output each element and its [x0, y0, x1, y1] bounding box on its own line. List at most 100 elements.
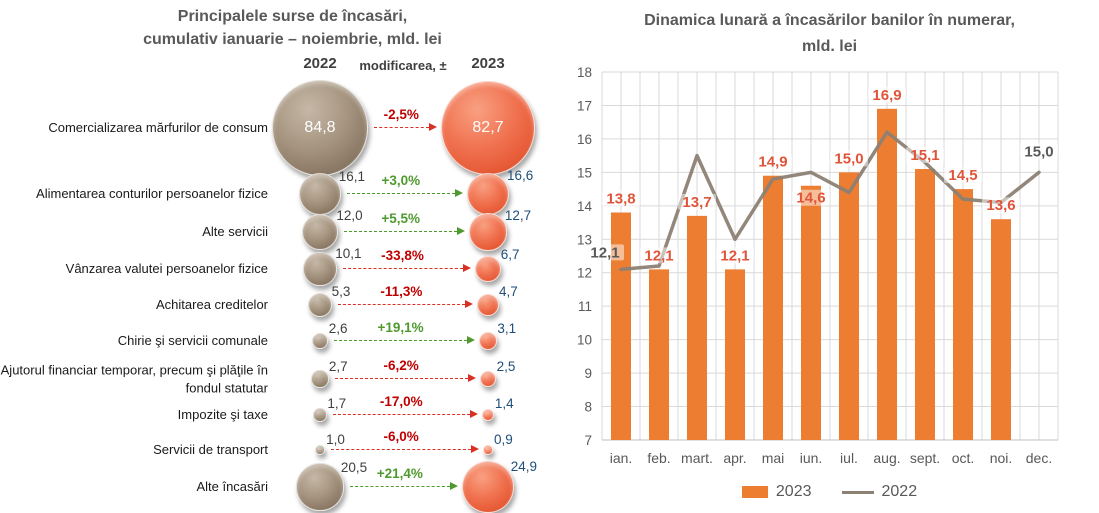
value-2022: 5,3 — [331, 283, 351, 299]
change-arrow — [342, 268, 463, 269]
change-percent: +21,4% — [376, 466, 423, 481]
x-tick-label: iul. — [840, 450, 858, 466]
left-panel-title-line2: cumulativ ianuarie – noiembrie, mld. lei — [143, 31, 442, 48]
change-arrow — [337, 304, 465, 305]
bar-label-bg — [830, 150, 868, 167]
change-percent: +5,5% — [381, 211, 421, 226]
change-arrow-head — [467, 374, 476, 382]
chart-title-line2: mld. lei — [801, 38, 858, 55]
source-row-label: Ajutorul financiar temporar, precum şi p… — [0, 362, 268, 395]
bar-2023 — [877, 108, 897, 441]
bar-label: 15,0 — [834, 150, 863, 167]
change-arrow — [373, 127, 429, 128]
bubble-2022 — [299, 173, 341, 215]
bubble-2023: 82,7 — [440, 80, 536, 176]
change-arrow — [344, 231, 458, 232]
bar-2023 — [991, 219, 1011, 440]
y-tick-label: 12 — [577, 266, 592, 281]
bubble-2023 — [481, 408, 495, 422]
bar-label-bg — [716, 247, 754, 264]
y-tick-label: 11 — [578, 299, 592, 314]
y-tick-label: 13 — [577, 232, 592, 247]
bar-label: 15,1 — [910, 147, 939, 164]
value-2023: 12,7 — [504, 207, 532, 223]
bar-label: 12,1 — [644, 247, 673, 264]
source-row-label: Achitarea creditelor — [156, 297, 268, 313]
source-row-label: Alte încasări — [196, 479, 268, 495]
change-arrow — [332, 414, 470, 415]
x-tick-label: mai — [762, 450, 785, 466]
source-row-label: Alimentarea conturilor persoanelor fizic… — [36, 186, 268, 202]
column-header-2023: 2023 — [471, 55, 505, 72]
y-tick-label: 16 — [577, 132, 592, 147]
legend-swatch-2022 — [841, 490, 874, 494]
x-tick-label: dec. — [1026, 450, 1052, 466]
change-arrow — [334, 378, 468, 379]
chart-legend: 2023 2022 — [560, 483, 1099, 501]
source-row-label: Alte servicii — [202, 224, 268, 240]
y-tick-label: 17 — [577, 98, 592, 113]
bubble-2022: 84,8 — [272, 80, 368, 176]
value-2023: 82,7 — [472, 118, 504, 136]
change-percent: +3,0% — [381, 173, 421, 188]
x-tick-label: iun. — [800, 450, 823, 466]
change-arrow-head — [428, 123, 437, 131]
legend-label-2022: 2022 — [881, 483, 918, 500]
bar-label: 13,6 — [986, 197, 1015, 214]
bar-2023 — [801, 185, 821, 440]
change-arrow-head — [466, 336, 475, 344]
bar-label-bg — [602, 190, 640, 207]
bubble-2023 — [483, 445, 493, 455]
y-tick-label: 9 — [584, 366, 592, 381]
chart-svg: 7 8 9 10 11 12 13 14 15 16 17 18 13,8 12,1 13,7 12,1 14,… — [577, 65, 1059, 466]
value-2023: 1,4 — [494, 396, 514, 412]
bubble-2022 — [311, 332, 329, 350]
column-header-2022: 2022 — [303, 55, 337, 72]
change-arrow-head — [457, 227, 466, 235]
bubble-2023 — [476, 293, 500, 317]
change-percent: +19,1% — [377, 320, 424, 335]
change-percent: -6,2% — [383, 358, 419, 373]
bar-2023 — [725, 269, 745, 440]
monthly-chart-panel: Dinamica lunară a încasărilor banilor în… — [560, 0, 1099, 513]
bubble-2022 — [301, 213, 338, 250]
legend-label-2023: 2023 — [775, 483, 812, 500]
bar-label-bg — [944, 167, 982, 184]
bar-label: 13,7 — [682, 194, 711, 211]
bar-label-bg — [792, 189, 830, 206]
bar-label-bg — [982, 197, 1020, 214]
bar-label: 13,8 — [606, 191, 635, 208]
value-2022: 12,0 — [336, 207, 363, 223]
change-arrow-head — [454, 189, 463, 197]
change-percent: -2,5% — [383, 107, 419, 122]
value-2023: 6,7 — [500, 246, 520, 262]
value-2023: 16,6 — [506, 168, 534, 184]
line-label: 12,1 — [590, 244, 619, 261]
bubble-2023 — [474, 255, 502, 283]
value-2023: 24,9 — [510, 459, 538, 475]
bar-label: 14,9 — [758, 154, 787, 171]
change-percent: -6,0% — [383, 429, 419, 444]
bubble-2022 — [308, 293, 332, 317]
value-2023: 4,7 — [499, 283, 518, 299]
change-percent: -11,3% — [380, 284, 423, 299]
bubble-2023 — [479, 370, 497, 388]
bar-label-bg — [678, 193, 716, 210]
source-row-label: Comercializarea mărfurilor de consum — [48, 120, 268, 136]
change-percent: -33,8% — [381, 248, 424, 263]
source-row-label: Chirie şi servicii comunale — [117, 333, 268, 349]
bar-2023 — [953, 189, 973, 440]
value-2023: 0,9 — [493, 431, 513, 447]
value-2022: 1,0 — [326, 431, 345, 447]
x-tick-label: oct. — [952, 450, 975, 466]
change-arrow-head — [471, 445, 480, 453]
bar-label-bg — [640, 247, 678, 264]
value-2022: 10,1 — [335, 245, 362, 261]
line-2022 — [619, 130, 1041, 272]
y-tick-label: 7 — [584, 433, 592, 448]
y-tick-label: 15 — [577, 165, 592, 180]
line-label-bg — [586, 244, 624, 261]
change-arrow — [349, 486, 451, 487]
bubble-2023 — [466, 172, 510, 216]
